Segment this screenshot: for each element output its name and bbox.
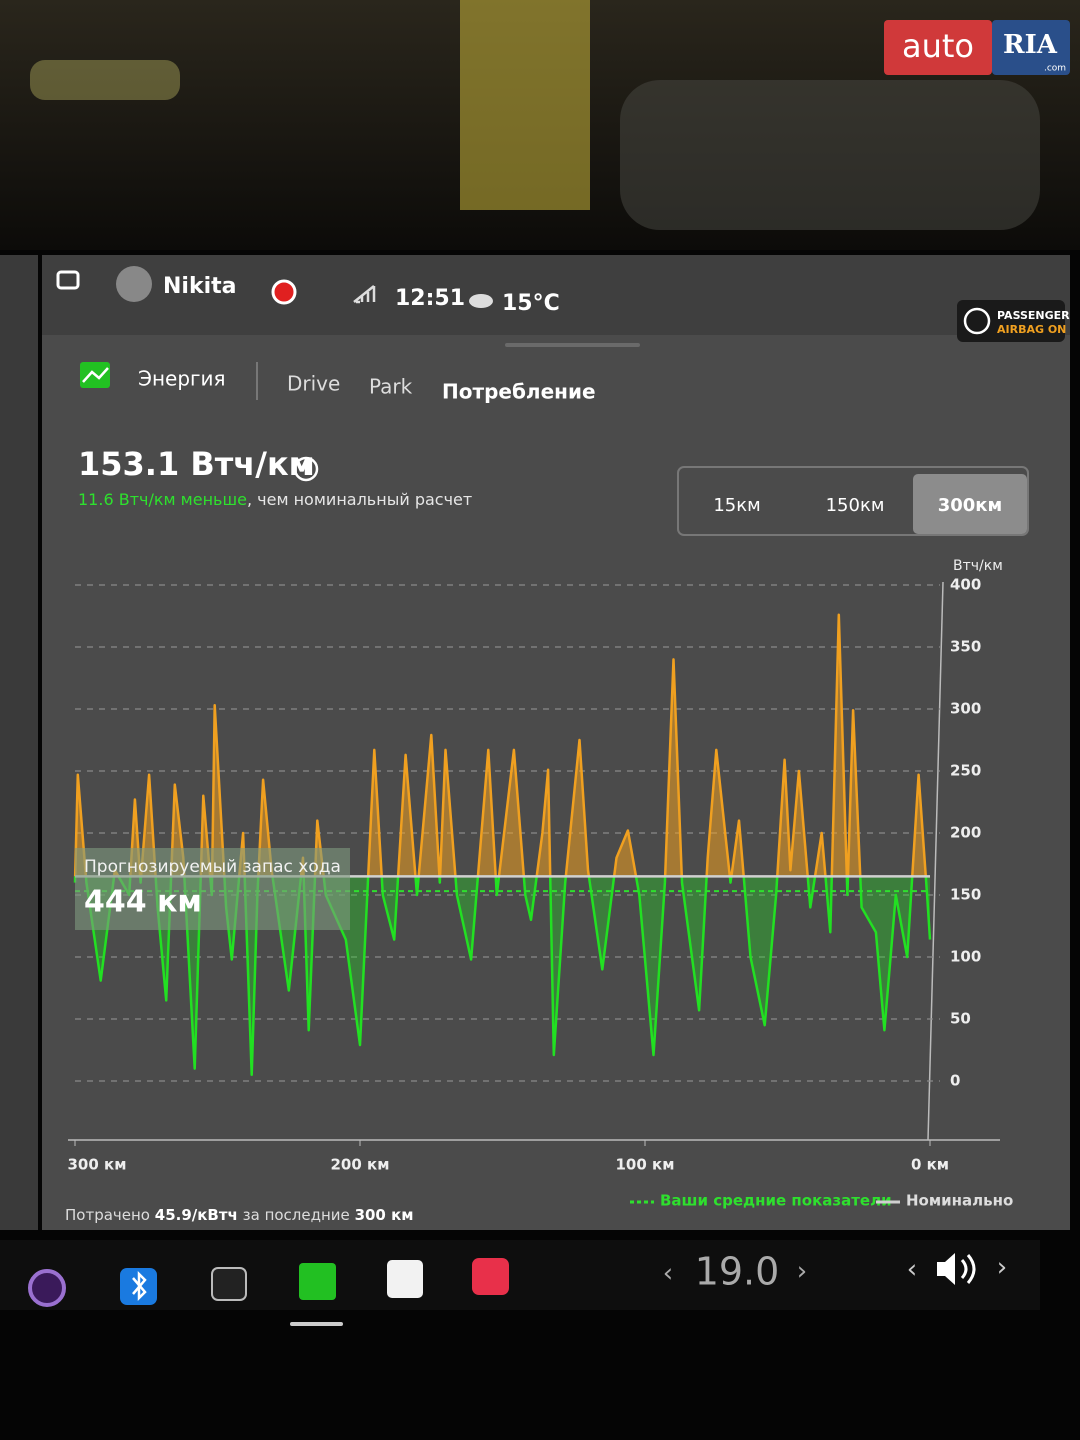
energy-spent: Потрачено 45.9/кВтч за последние 300 км [65, 1206, 414, 1224]
y-tick-label: 300 [950, 700, 981, 718]
watermark-domain: .com [1044, 64, 1066, 74]
temp-increase[interactable]: › [797, 1257, 807, 1287]
delta-value: 11.6 Втч/км меньше [78, 490, 247, 509]
watermark-box-2 [992, 20, 1070, 75]
line-below-nominal [73, 876, 932, 1077]
outside-temperature: 15°C [502, 291, 560, 316]
volume-icon[interactable] [937, 1253, 955, 1285]
status-bar [42, 255, 1070, 335]
line-above-nominal [73, 613, 928, 877]
user-name[interactable]: Nikita [163, 274, 237, 299]
area-above-nominal [75, 614, 930, 877]
y-tick-label: 400 [950, 576, 981, 594]
delta-text: , чем номинальный расчет [247, 490, 472, 509]
range-selector: 15км 150км 300км [677, 466, 1029, 536]
range-estimate-value: 444 км [84, 885, 202, 920]
music-app[interactable] [472, 1258, 509, 1295]
record-icon[interactable] [271, 279, 297, 305]
tab[interactable]: Потребление [442, 380, 596, 404]
range-button[interactable]: 150км [826, 495, 885, 516]
drag-handle[interactable] [505, 343, 640, 347]
user-avatar[interactable] [116, 266, 152, 302]
temp-decrease[interactable]: ‹ [663, 1259, 673, 1289]
y-axis-line [927, 581, 944, 1141]
weather-icon [469, 294, 493, 308]
light-blur [30, 60, 180, 100]
range-button-selected[interactable] [913, 474, 1027, 534]
tab[interactable]: Энергия [138, 367, 226, 391]
y-axis-title: Втч/км [953, 558, 1003, 574]
left-panel [0, 255, 38, 1230]
spent-distance: 300 км [355, 1206, 414, 1224]
legend-label: Номинально [906, 1192, 1013, 1210]
energy-app[interactable] [299, 1263, 336, 1300]
active-app-indicator [290, 1322, 343, 1326]
spent-value: 45.9/кВтч [155, 1206, 238, 1224]
average-consumption: 153.1 Втч/км [78, 445, 315, 483]
y-tick-label: 150 [950, 886, 981, 904]
spent-prefix: Потрачено [65, 1206, 150, 1224]
airbag-label: PASSENGER [997, 309, 1070, 322]
y-tick-label: 200 [950, 824, 981, 842]
x-tick-label: 100 км [616, 1156, 675, 1174]
tab[interactable]: Park [369, 375, 413, 399]
notes-app[interactable] [387, 1260, 423, 1298]
x-tick-label: 200 км [331, 1156, 390, 1174]
y-tick-label: 0 [950, 1072, 960, 1090]
info-icon[interactable] [293, 456, 319, 482]
y-tick-label: 250 [950, 762, 981, 780]
airbag-icon [963, 307, 991, 335]
legend-label: Ваши средние показатели [660, 1192, 892, 1210]
tab[interactable]: Drive [287, 372, 340, 396]
x-tick-label: 0 км [911, 1156, 949, 1174]
spent-mid: за последние [243, 1206, 350, 1224]
bluetooth-glyph [132, 1270, 147, 1302]
energy-icon-line [82, 367, 109, 383]
watermark-brand-2: RIA [1003, 30, 1058, 60]
range-estimate-label: Прогнозируемый запас хода [84, 857, 341, 877]
watermark-box [884, 20, 992, 75]
camera-app[interactable] [28, 1269, 66, 1307]
range-estimate-box [75, 848, 350, 930]
more-apps[interactable] [211, 1267, 247, 1301]
airbag-status: AIRBAG ON [997, 323, 1066, 336]
consumption-delta: 11.6 Втч/км меньше, чем номинальный расч… [78, 490, 472, 509]
x-tick-label: 300 км [68, 1156, 127, 1174]
car-shape [620, 80, 1040, 230]
legend: Ваши средние показатели Номинально [630, 1192, 1013, 1210]
range-button[interactable]: 300км [938, 495, 1003, 516]
volume-decrease[interactable]: ‹ [907, 1255, 917, 1285]
pillar-stripe [460, 0, 590, 210]
y-tick-label: 350 [950, 638, 981, 656]
watermark-brand: auto [902, 27, 974, 65]
volume-increase[interactable]: › [997, 1253, 1007, 1283]
y-tick-label: 100 [950, 948, 981, 966]
volume-waves [960, 1254, 976, 1284]
lock-icon[interactable] [56, 270, 80, 290]
clock: 12:51 [395, 286, 465, 311]
y-tick-label: 50 [950, 1010, 971, 1028]
range-button[interactable]: 15км [713, 495, 760, 516]
signal-icon [353, 285, 376, 304]
dock [0, 1240, 1040, 1310]
cabin-temperature: 19.0 [695, 1250, 780, 1294]
